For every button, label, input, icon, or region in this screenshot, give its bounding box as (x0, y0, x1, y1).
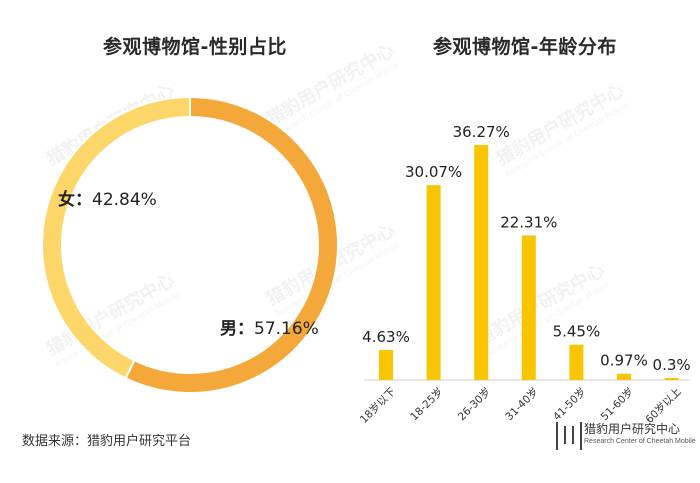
pie-slice-label: 男：57.16% (220, 319, 319, 339)
bar-value-label: 36.27% (453, 123, 510, 141)
bar-value-label: 0.3% (653, 356, 691, 374)
x-tick-label: 18-25岁 (408, 385, 446, 423)
bar (617, 373, 631, 380)
gender-chart-title: 参观博物馆-性别占比 (103, 36, 287, 58)
bar-value-label: 5.45% (553, 323, 601, 341)
bar-value-label: 4.63% (362, 328, 410, 346)
logo-name: 猎豹用户研究中心 (584, 422, 681, 436)
x-tick-label: 31-40岁 (503, 385, 541, 423)
bar (426, 185, 441, 380)
age-chart-title: 参观博物馆-年龄分布 (433, 36, 617, 58)
bar (379, 350, 393, 380)
bar (474, 145, 489, 380)
bar-value-label: 0.97% (600, 352, 648, 370)
logo: 猎豹用户研究中心 Research Center of Cheetah Mobi… (556, 418, 696, 458)
pie-slice-label: 女：42.84% (58, 189, 157, 210)
logo-mark-icon (556, 422, 582, 450)
bar-value-label: 22.31% (500, 213, 557, 231)
pie-slice (41, 95, 191, 380)
pie-slice (124, 95, 339, 394)
bar-value-label: 30.07% (405, 163, 462, 181)
logo-subtitle: Research Center of Cheetah Mobile (584, 438, 696, 445)
bar (664, 378, 679, 380)
bar (569, 344, 584, 380)
x-tick-label: 18岁以下 (357, 385, 398, 426)
source-note: 数据来源：猎豹用户研究平台 (22, 434, 192, 449)
x-tick-label: 26-30岁 (455, 385, 493, 423)
bar (521, 235, 536, 380)
